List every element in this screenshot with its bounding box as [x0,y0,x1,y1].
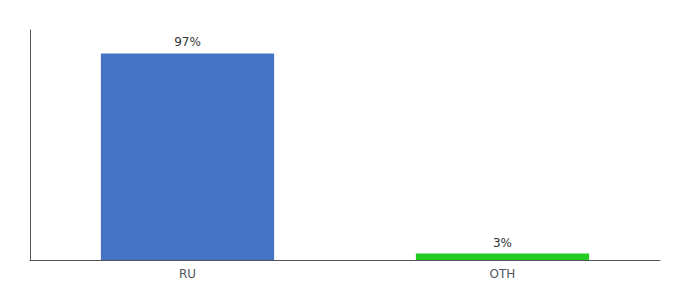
svg-text:RU: RU [179,267,196,281]
svg-text:OTH: OTH [490,267,516,281]
svg-text:3%: 3% [493,236,512,250]
svg-text:97%: 97% [174,35,201,49]
